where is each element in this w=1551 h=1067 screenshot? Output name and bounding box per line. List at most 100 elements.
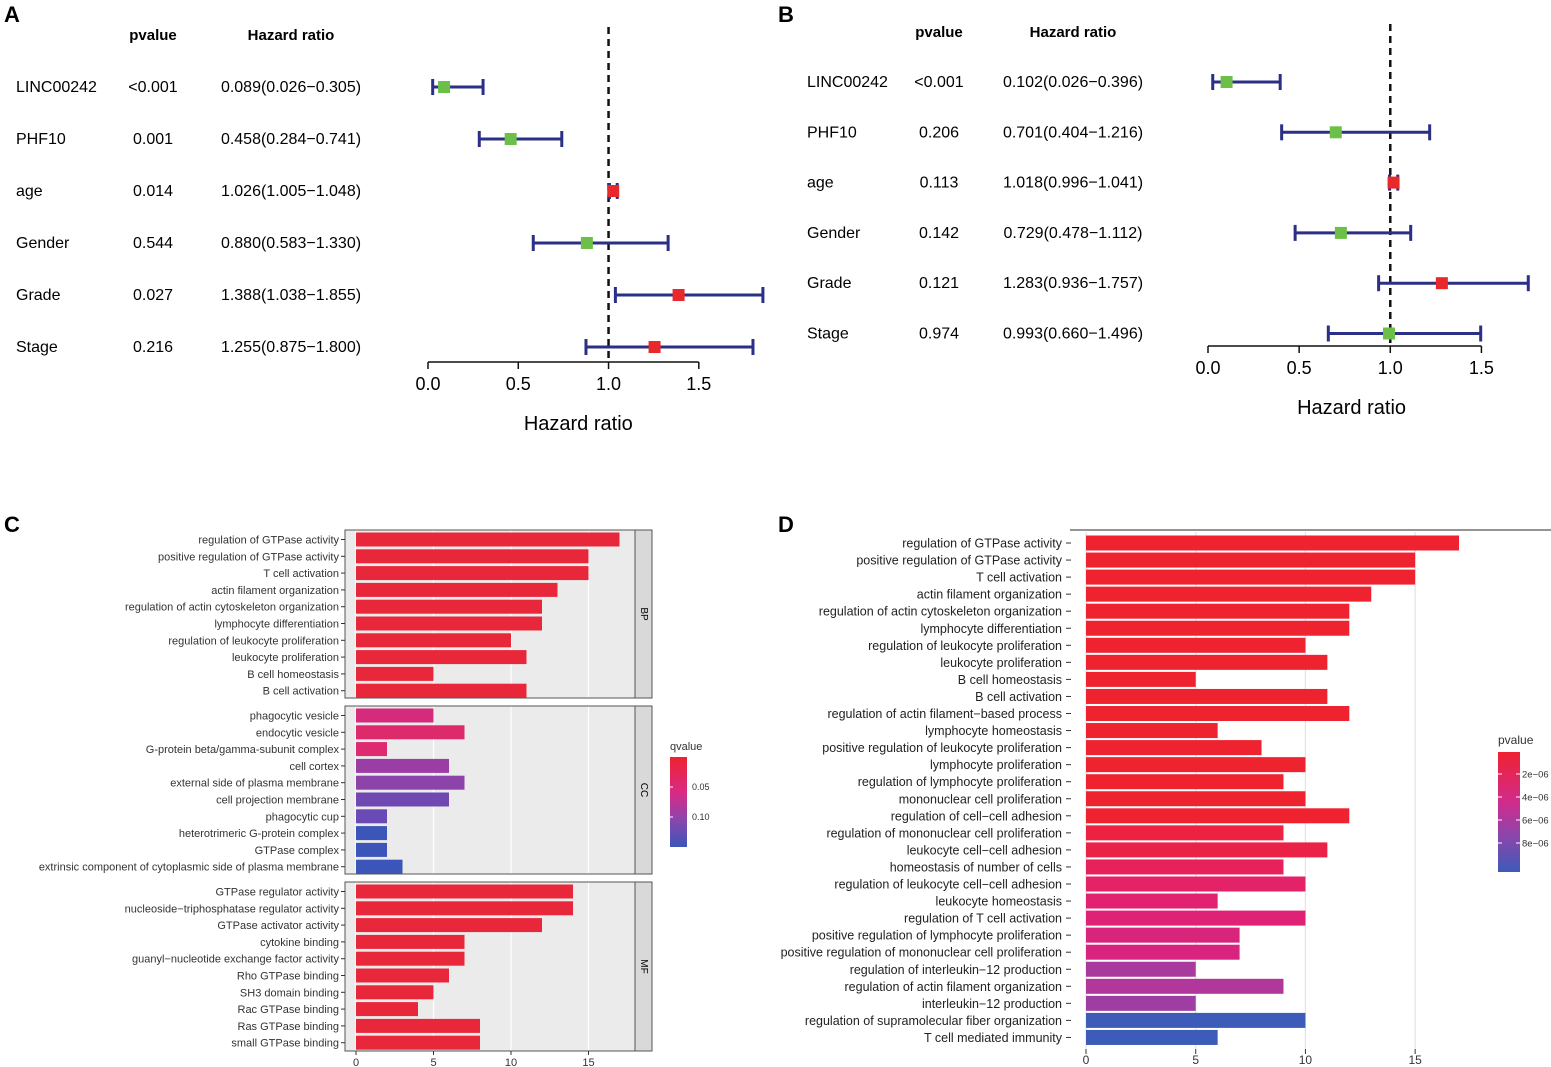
x-axis-tick-label: 0 [1083,1053,1090,1067]
bar [356,968,449,983]
bar [1086,757,1306,773]
bar [356,683,527,698]
bar-label: lymphocyte differentiation [920,622,1062,636]
row-label: PHF10 [16,131,66,148]
bar-label: regulation of GTPase activity [902,537,1063,551]
panel-letter-d: D [778,512,794,537]
facet-strip [634,881,653,1052]
legend-title: qvalue [670,741,702,753]
x-axis-tick-label: 15 [582,1057,594,1067]
bar [356,951,465,966]
go-barplot-d: regulation of GTPase activity positive re… [781,529,1551,1067]
row-pvalue: 0.027 [133,287,173,304]
row-pvalue: 0.206 [919,124,959,141]
legend-title: pvalue [1498,733,1534,747]
bar-label: phagocytic vesicle [250,711,339,723]
bar [356,708,434,723]
bar-label: small GTPase binding [231,1038,339,1050]
bar-label: nucleoside−triphosphatase regulator acti… [125,903,340,915]
x-axis-title: Hazard ratio [524,413,633,435]
bar-label: positive regulation of GTPase activity [856,554,1062,568]
bar-label: GTPase activator activity [217,920,339,932]
bar [356,884,573,899]
x-axis-tick-label: 0.5 [506,374,531,394]
row-label: Gender [16,235,70,252]
bar-label: guanyl−nucleotide exchange factor activi… [132,954,339,966]
bar [356,633,511,648]
facet-label: BP [638,607,649,621]
bar [356,1002,418,1017]
row-pvalue: <0.001 [914,74,963,91]
legend-label: 0.10 [692,812,710,822]
row-pvalue: 0.544 [133,235,173,252]
hazard-ratio-point [1387,176,1400,189]
bar [356,901,573,916]
facet-label: MF [638,959,649,973]
row-hazard-ratio-text: 1.388(1.038−1.855) [221,287,361,304]
x-axis-tick-label: 1.0 [596,374,621,394]
row-hazard-ratio-text: 1.018(0.996−1.041) [1003,175,1143,192]
column-header-pvalue: pvalue [129,27,177,44]
hazard-ratio-point [1220,76,1233,88]
row-label: Stage [807,326,849,343]
bar [1086,910,1306,926]
bar-label: Rac GTPase binding [238,1004,340,1016]
go-barplot-c: BP regulation of GTPase activity positive … [39,529,710,1067]
legend-label: 4e−06 [1522,793,1549,804]
facet-strip [634,705,653,875]
bar-label: interleukin−12 production [922,997,1062,1011]
bar [356,582,558,597]
row-pvalue: 0.113 [920,175,959,192]
panel-letter-c: C [4,512,20,537]
legend-colorbar [1498,752,1520,872]
bar-label: mononuclear cell proliferation [899,792,1062,806]
row-hazard-ratio-text: 0.089(0.026−0.305) [221,79,361,96]
panel-letter-a: A [4,2,20,27]
hazard-ratio-point [438,81,451,93]
bar [1086,944,1240,960]
x-axis-tick-label: 5 [1192,1053,1199,1067]
bar-label: GTPase regulator activity [216,887,340,899]
bar [356,532,620,547]
bar-label: regulation of actin cytoskeleton organiz… [125,602,339,614]
bar-label: regulation of GTPase activity [198,535,339,547]
row-hazard-ratio-text: 0.993(0.660−1.496) [1003,326,1143,343]
bar-label: leukocyte cell−cell adhesion [907,843,1062,857]
bar-label: cytokine binding [260,937,339,949]
bar [1086,671,1196,687]
bar-label: heterotrimeric G-protein complex [179,828,340,840]
bar [356,742,387,757]
bar-label: regulation of interleukin−12 production [850,963,1062,977]
row-label: age [807,175,834,192]
row-label: Grade [807,275,852,292]
bar-label: leukocyte homeostasis [936,895,1062,909]
bar-label: regulation of leukocyte proliferation [168,635,339,647]
x-axis-tick-label: 1.0 [1378,358,1403,378]
bar-label: regulation of mononuclear cell prolifera… [826,826,1062,840]
bar [1086,978,1284,994]
bar [1086,791,1306,807]
x-axis-tick-label: 5 [430,1057,436,1067]
bar [356,792,449,807]
row-pvalue: 0.121 [919,275,959,292]
legend-label: 2e−06 [1522,770,1549,781]
bar-label: regulation of cell−cell adhesion [891,809,1062,823]
bar [1086,842,1328,858]
bar-label: T cell activation [263,568,339,580]
column-header-hazard-ratio: Hazard ratio [1030,24,1117,41]
x-axis-title: Hazard ratio [1297,397,1406,419]
bar-label: leukocyte proliferation [232,652,339,664]
bar [1086,859,1284,875]
bar-label: lymphocyte proliferation [930,758,1062,772]
bar [1086,723,1218,739]
bar-label: G-protein beta/gamma-subunit complex [146,744,340,756]
x-axis-tick-label: 0 [353,1057,359,1067]
x-axis-tick-label: 1.5 [1469,358,1494,378]
bar-label: positive regulation of lymphocyte prolif… [812,929,1062,943]
bar-label: leukocyte proliferation [940,656,1062,670]
bar-label: lymphocyte homeostasis [925,724,1062,738]
bar [356,809,387,824]
bar [1086,586,1372,602]
forest-plot-a: pvalue Hazard ratio LINC00242 <0.001 0.089(0… [16,27,765,435]
row-hazard-ratio-text: 1.283(0.936−1.757) [1003,275,1143,292]
